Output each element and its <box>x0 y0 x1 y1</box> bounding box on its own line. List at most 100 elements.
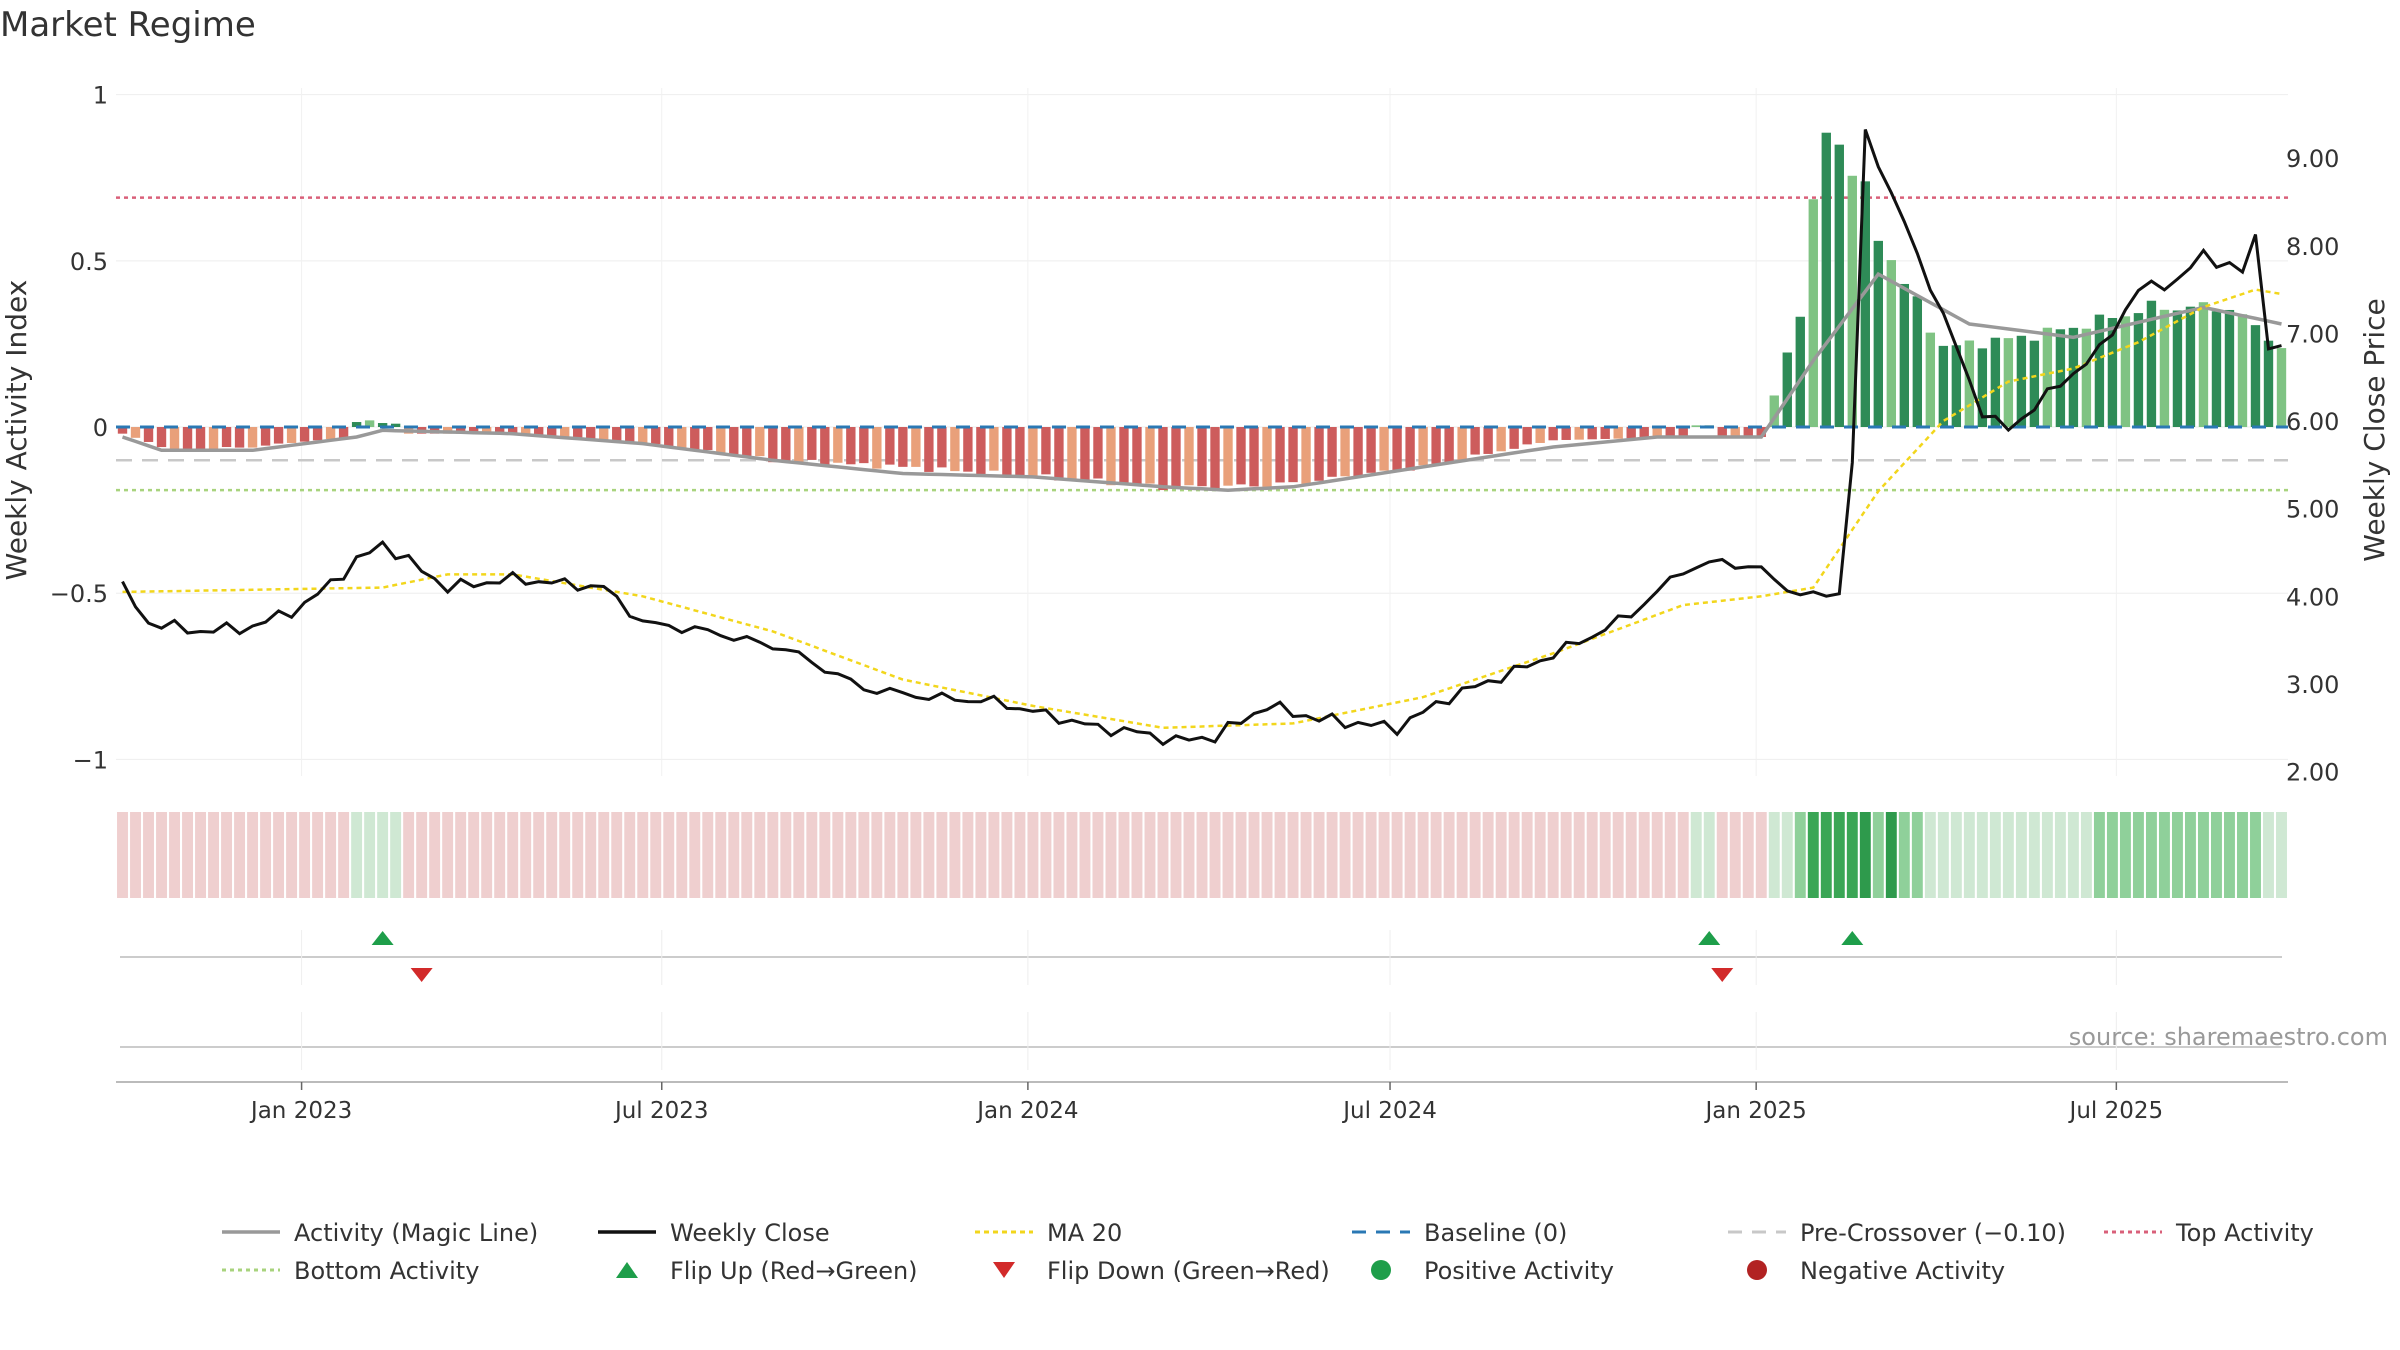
regime-cell <box>1690 812 1702 898</box>
legend-label: Negative Activity <box>1800 1257 2005 1285</box>
regime-cell <box>1495 812 1507 898</box>
activity-bar <box>1730 427 1740 437</box>
activity-bar <box>1977 348 1988 428</box>
activity-bar <box>1210 427 1220 490</box>
positive-dot-icon <box>1371 1260 1391 1280</box>
regime-cell <box>676 812 688 898</box>
regime-cell <box>1105 812 1117 898</box>
regime-cell <box>767 812 779 898</box>
activity-bar <box>1470 427 1480 455</box>
regime-cell <box>2054 812 2066 898</box>
axis-ticks: 1 0.5 0 −0.5 −1 9.00 8.00 7.00 6.00 5.00 4.00 3.00 2… <box>50 82 2340 787</box>
activity-bar <box>872 427 882 469</box>
regime-cell <box>1131 812 1143 898</box>
source-note: source: sharemaestro.com <box>2069 1023 2388 1051</box>
regime-cell <box>1482 812 1494 898</box>
activity-bar <box>1106 427 1116 486</box>
regime-cell <box>949 812 961 898</box>
activity-bar <box>1873 240 1883 428</box>
activity-bar <box>1756 427 1766 437</box>
regime-cell <box>585 812 597 898</box>
regime-cell <box>975 812 987 898</box>
regime-cell <box>2211 812 2222 898</box>
activity-bar <box>950 427 960 472</box>
activity-bar <box>1301 427 1311 484</box>
threshold-lines <box>116 196 2288 492</box>
activity-bar <box>1509 427 1519 449</box>
regime-cell <box>1313 812 1325 898</box>
regime-cell <box>884 812 896 898</box>
activity-bar <box>885 427 895 465</box>
activity-bar <box>1743 427 1753 437</box>
regime-cell <box>2093 812 2105 898</box>
right-tick-label: 6.00 <box>2286 408 2339 436</box>
regime-cell <box>1573 812 1585 898</box>
left-axis-label: Weekly Activity Index <box>0 280 33 581</box>
activity-bar <box>1457 427 1467 461</box>
activity-bar <box>1847 175 1857 428</box>
regime-cell <box>2171 812 2183 898</box>
regime-cell <box>1625 812 1637 898</box>
legend-item-close: Weekly Close <box>598 1219 830 1247</box>
regime-cell <box>338 812 350 898</box>
regime-cell <box>637 812 649 898</box>
right-tick-label: 8.00 <box>2286 233 2339 261</box>
activity-bar <box>1002 427 1012 476</box>
activity-bar <box>1223 427 1233 486</box>
activity-bar <box>1522 427 1532 445</box>
regime-cell <box>1534 812 1546 898</box>
activity-bar <box>937 427 947 468</box>
activity-bar <box>1782 352 1792 428</box>
left-tick-label: 0.5 <box>70 248 108 276</box>
regime-cell <box>247 812 259 898</box>
activity-bar <box>1080 427 1090 482</box>
activity-bar <box>2237 314 2248 428</box>
activity-bar <box>1379 427 1389 471</box>
regime-cell <box>1027 812 1039 898</box>
regime-cell <box>1235 812 1247 898</box>
regime-cell <box>1430 812 1442 898</box>
regime-cell <box>143 812 154 898</box>
activity-bar <box>1587 427 1597 440</box>
activity-bar <box>364 420 375 428</box>
regime-cell <box>715 812 727 898</box>
activity-bar <box>1639 427 1649 438</box>
regime-cell <box>2224 812 2235 898</box>
activity-bar <box>1184 427 1194 486</box>
regime-cell <box>1118 812 1130 898</box>
regime-cell <box>871 812 883 898</box>
activity-bar <box>1314 427 1324 481</box>
regime-cell <box>858 812 870 898</box>
activity-bar <box>1834 144 1844 428</box>
regime-cell <box>1443 812 1455 898</box>
activity-bar <box>560 427 570 438</box>
legend-label: Activity (Magic Line) <box>294 1219 538 1247</box>
activity-bar <box>1158 427 1168 491</box>
activity-bar <box>547 427 557 437</box>
regime-cell <box>1872 812 1884 898</box>
regime-cell <box>1261 812 1273 898</box>
activity-bar <box>2029 340 2040 428</box>
regime-cell <box>169 812 180 898</box>
regime-cell <box>1547 812 1559 898</box>
activity-bar <box>1041 427 1051 475</box>
regime-cell <box>1976 812 1988 898</box>
activity-bar <box>1418 427 1428 466</box>
regime-cell <box>364 812 376 898</box>
activity-bar <box>208 427 219 450</box>
legend-item-precross: Pre-Crossover (−0.10) <box>1728 1219 2066 1247</box>
activity-bar <box>299 427 310 442</box>
activity-bar <box>195 427 206 450</box>
legend-item-flipdown: Flip Down (Green→Red) <box>993 1257 1330 1285</box>
activity-bar <box>625 427 635 443</box>
activity-bar <box>2224 309 2235 428</box>
regime-cell <box>1729 812 1741 898</box>
regime-cell <box>260 812 272 898</box>
activity-bar <box>963 427 973 472</box>
regime-cell <box>117 812 128 898</box>
activity-bar <box>1132 427 1142 484</box>
left-tick-label: 0 <box>93 414 108 442</box>
regime-cell <box>624 812 636 898</box>
activity-bar <box>651 427 661 445</box>
regime-cell <box>2080 812 2092 898</box>
